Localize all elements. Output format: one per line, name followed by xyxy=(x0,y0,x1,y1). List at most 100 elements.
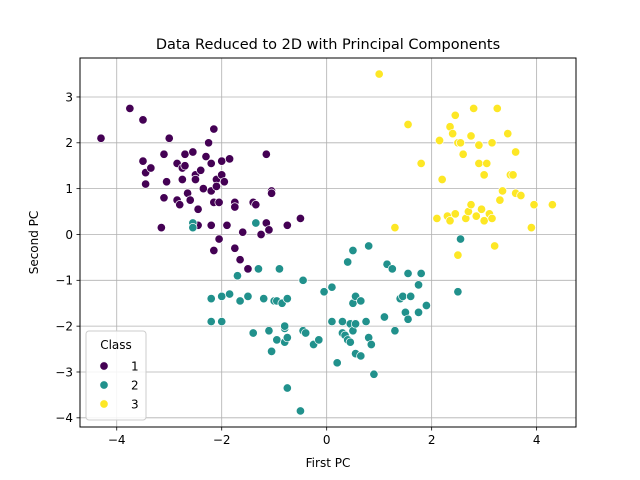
data-point-class-2 xyxy=(298,275,308,285)
data-point-class-2 xyxy=(364,241,374,251)
legend-marker-class-3 xyxy=(99,399,109,409)
data-point-class-1 xyxy=(138,115,148,125)
data-point-class-2 xyxy=(403,268,413,278)
data-point-class-3 xyxy=(490,241,500,251)
chart-title: Data Reduced to 2D with Principal Compon… xyxy=(156,37,500,53)
data-point-class-2 xyxy=(348,245,358,256)
data-point-class-3 xyxy=(487,138,497,148)
data-point-class-3 xyxy=(432,213,442,223)
data-point-class-3 xyxy=(403,119,413,130)
data-point-class-2 xyxy=(301,328,311,338)
data-point-class-2 xyxy=(390,326,400,336)
data-point-class-2 xyxy=(295,406,305,416)
data-point-class-1 xyxy=(214,197,224,207)
data-point-class-2 xyxy=(272,335,282,345)
data-point-class-3 xyxy=(453,250,463,260)
data-point-class-2 xyxy=(232,271,243,281)
data-point-class-2 xyxy=(251,218,261,228)
data-point-class-1 xyxy=(185,195,195,205)
data-point-class-3 xyxy=(474,158,484,168)
data-point-class-1 xyxy=(206,220,216,230)
data-point-class-1 xyxy=(209,124,219,134)
data-point-class-3 xyxy=(448,129,458,139)
data-point-class-3 xyxy=(469,103,479,113)
y-tick-label: 1 xyxy=(65,182,73,196)
data-point-class-2 xyxy=(280,321,290,331)
legend-entries: 1 2 3 xyxy=(99,359,139,411)
data-point-class-2 xyxy=(416,268,426,278)
data-point-class-1 xyxy=(211,181,222,191)
data-point-class-3 xyxy=(526,223,536,233)
data-points xyxy=(96,69,557,416)
data-point-class-1 xyxy=(164,133,174,143)
data-point-class-3 xyxy=(497,186,508,196)
data-point-class-2 xyxy=(356,351,366,361)
data-point-class-1 xyxy=(190,174,201,185)
data-point-class-2 xyxy=(387,264,397,274)
data-point-class-3 xyxy=(503,129,513,139)
data-point-class-3 xyxy=(476,204,487,214)
data-point-class-3 xyxy=(547,200,557,210)
data-point-class-3 xyxy=(450,110,460,120)
data-point-class-3 xyxy=(466,131,476,141)
data-point-class-1 xyxy=(251,200,261,210)
data-point-class-2 xyxy=(421,300,431,311)
data-point-class-1 xyxy=(261,149,271,159)
data-point-class-2 xyxy=(248,328,258,338)
data-point-class-2 xyxy=(243,291,253,301)
x-tick-label: −2 xyxy=(213,433,231,447)
legend-label-class-1: 1 xyxy=(131,359,139,373)
data-point-class-3 xyxy=(466,200,476,210)
data-point-class-1 xyxy=(204,138,214,148)
data-point-class-1 xyxy=(198,184,208,194)
data-point-class-3 xyxy=(492,103,502,113)
data-point-class-3 xyxy=(471,211,481,221)
legend-marker-class-1 xyxy=(99,361,109,371)
data-point-class-1 xyxy=(235,255,245,265)
data-point-class-1 xyxy=(219,177,229,187)
data-point-class-1 xyxy=(222,220,232,230)
data-point-class-1 xyxy=(162,177,172,187)
data-point-class-2 xyxy=(455,234,466,244)
data-point-class-1 xyxy=(264,225,274,235)
data-point-class-1 xyxy=(193,204,203,214)
data-point-class-3 xyxy=(479,216,489,226)
data-point-class-2 xyxy=(337,317,347,327)
data-point-class-1 xyxy=(256,229,266,240)
data-point-class-2 xyxy=(351,319,361,329)
data-point-class-2 xyxy=(217,317,227,327)
data-point-class-1 xyxy=(206,158,216,168)
data-point-class-1 xyxy=(96,133,106,143)
data-point-class-1 xyxy=(282,220,292,230)
data-point-class-1 xyxy=(125,103,135,113)
data-point-class-2 xyxy=(453,287,463,297)
data-point-class-1 xyxy=(141,179,151,189)
y-tick-label: −3 xyxy=(55,365,73,379)
data-point-class-2 xyxy=(235,296,245,306)
y-tick-label: −1 xyxy=(55,274,73,288)
data-point-class-1 xyxy=(196,165,206,175)
data-point-class-2 xyxy=(379,312,389,322)
data-point-class-2 xyxy=(259,294,269,304)
data-point-class-2 xyxy=(356,296,366,306)
data-point-class-2 xyxy=(282,333,292,343)
data-point-class-3 xyxy=(474,140,484,150)
data-point-class-2 xyxy=(282,294,292,304)
data-point-class-1 xyxy=(180,161,190,171)
y-tick-label: 3 xyxy=(65,90,73,104)
data-point-class-2 xyxy=(398,291,408,301)
data-point-class-2 xyxy=(264,326,274,336)
y-tick-label: 2 xyxy=(65,136,73,150)
data-point-class-1 xyxy=(230,202,240,212)
data-point-class-1 xyxy=(138,156,148,166)
data-point-class-2 xyxy=(206,317,216,327)
data-point-class-3 xyxy=(479,170,489,180)
data-point-class-3 xyxy=(434,135,445,146)
data-point-class-1 xyxy=(188,147,198,157)
data-point-class-2 xyxy=(267,346,277,356)
legend-label-class-2: 2 xyxy=(131,378,139,392)
data-point-class-1 xyxy=(230,243,240,253)
x-axis-label: First PC xyxy=(306,456,351,470)
data-point-class-2 xyxy=(366,339,376,350)
